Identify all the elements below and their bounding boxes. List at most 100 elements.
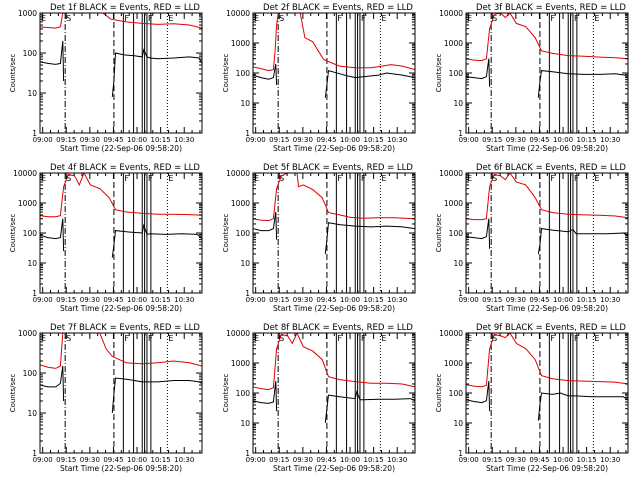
panel-title: Det 7f BLACK = Events, RED = LLD bbox=[50, 323, 200, 333]
y-axis-label: Counts/sec bbox=[222, 214, 230, 253]
x-tick-label: 09:00 bbox=[459, 296, 479, 304]
series-lld-line bbox=[253, 173, 415, 222]
y-tick-label: 10000 bbox=[13, 169, 37, 178]
y-tick-label: 1 bbox=[458, 449, 463, 458]
y-tick-label: 1 bbox=[32, 129, 37, 138]
x-tick-label: 09:30 bbox=[506, 296, 526, 304]
x-tick-label: 09:30 bbox=[293, 136, 313, 144]
x-tick-label: 09:15 bbox=[269, 296, 289, 304]
panel-title: Det 6f BLACK = Events, RED = LLD bbox=[476, 163, 626, 173]
x-tick-label: 09:15 bbox=[482, 296, 502, 304]
x-tick-label: 10:00 bbox=[127, 136, 147, 144]
event-marker-label: S bbox=[492, 174, 497, 183]
detector-panel-7: Det 7f BLACK = Events, RED = LLDESFIFE11… bbox=[0, 320, 213, 480]
series-lld-line bbox=[466, 13, 628, 62]
x-tick-label: 10:30 bbox=[600, 296, 620, 304]
x-tick-label: 10:30 bbox=[387, 136, 407, 144]
event-marker-label: S bbox=[492, 334, 497, 343]
event-marker-label: F bbox=[337, 334, 342, 343]
plot-frame bbox=[252, 332, 416, 454]
x-tick-label: 09:15 bbox=[56, 136, 76, 144]
panel-title: Det 1f BLACK = Events, RED = LLD bbox=[50, 3, 200, 13]
x-tick-label: 09:00 bbox=[459, 136, 479, 144]
x-tick-label: 09:30 bbox=[506, 136, 526, 144]
event-marker-label: F bbox=[337, 174, 342, 183]
event-marker-label: F bbox=[124, 14, 129, 23]
y-axis-label: Counts/sec bbox=[435, 54, 443, 93]
event-marker-label: F bbox=[337, 14, 342, 23]
x-axis-label: Start Time (22-Sep-06 09:58:20) bbox=[486, 464, 608, 473]
x-axis-label: Start Time (22-Sep-06 09:58:20) bbox=[60, 144, 182, 153]
series-lld-line bbox=[40, 333, 202, 369]
event-marker-label: F bbox=[124, 334, 129, 343]
x-tick-label: 10:15 bbox=[151, 296, 171, 304]
x-tick-label: 10:15 bbox=[364, 456, 384, 464]
x-tick-label: 10:30 bbox=[174, 296, 194, 304]
x-tick-label: 09:30 bbox=[293, 296, 313, 304]
y-tick-label: 100 bbox=[449, 229, 464, 238]
y-tick-label: 10000 bbox=[439, 169, 463, 178]
event-marker-label: S bbox=[492, 14, 497, 23]
y-tick-label: 10 bbox=[27, 259, 37, 268]
detector-panel-4: Det 4f BLACK = Events, RED = LLDESFIFE11… bbox=[0, 160, 213, 320]
plot-frame bbox=[465, 172, 629, 294]
event-marker-label: E bbox=[594, 174, 599, 183]
plot-frame bbox=[39, 12, 203, 134]
y-tick-label: 100 bbox=[23, 369, 38, 378]
x-tick-label: 09:15 bbox=[269, 136, 289, 144]
plot-frame bbox=[465, 332, 629, 454]
panel-title: Det 8f BLACK = Events, RED = LLD bbox=[263, 323, 413, 333]
event-marker-label: E bbox=[594, 14, 599, 23]
x-axis-label: Start Time (22-Sep-06 09:58:20) bbox=[60, 464, 182, 473]
event-marker-label: E bbox=[254, 14, 259, 23]
event-marker-label: S bbox=[279, 174, 284, 183]
y-tick-label: 1 bbox=[245, 289, 250, 298]
panel-plot: Det 8f BLACK = Events, RED = LLDESFIFE11… bbox=[222, 323, 416, 473]
y-tick-label: 10 bbox=[453, 259, 463, 268]
x-tick-label: 09:00 bbox=[33, 296, 53, 304]
y-tick-label: 1000 bbox=[231, 39, 250, 48]
x-tick-label: 09:45 bbox=[316, 456, 336, 464]
y-axis-label: Counts/sec bbox=[9, 54, 17, 93]
series-events-line bbox=[253, 211, 415, 255]
x-tick-label: 10:00 bbox=[340, 136, 360, 144]
event-marker-label: E bbox=[254, 174, 259, 183]
series-events-line bbox=[253, 381, 415, 424]
y-tick-label: 1000 bbox=[231, 199, 250, 208]
panel-title: Det 9f BLACK = Events, RED = LLD bbox=[476, 323, 626, 333]
series-events-line bbox=[466, 218, 628, 255]
y-tick-label: 100 bbox=[23, 49, 38, 58]
plot-frame bbox=[465, 12, 629, 134]
event-marker-label: S bbox=[279, 14, 284, 23]
detector-panel-6: Det 6f BLACK = Events, RED = LLDESFIFE11… bbox=[426, 160, 639, 320]
y-tick-label: 10000 bbox=[226, 329, 250, 338]
detector-panel-3: Det 3f BLACK = Events, RED = LLDESFIFE11… bbox=[426, 0, 639, 160]
x-tick-label: 10:30 bbox=[174, 456, 194, 464]
event-marker-label: S bbox=[66, 14, 71, 23]
x-tick-label: 10:00 bbox=[340, 296, 360, 304]
x-tick-label: 10:00 bbox=[553, 456, 573, 464]
x-tick-label: 10:30 bbox=[174, 136, 194, 144]
event-marker-label: E bbox=[168, 14, 173, 23]
x-tick-label: 09:45 bbox=[316, 136, 336, 144]
x-axis-label: Start Time (22-Sep-06 09:58:20) bbox=[273, 144, 395, 153]
plot-frame bbox=[252, 12, 416, 134]
y-tick-label: 1000 bbox=[18, 9, 37, 18]
x-tick-label: 09:45 bbox=[103, 456, 123, 464]
y-tick-label: 1 bbox=[458, 129, 463, 138]
y-tick-label: 1 bbox=[32, 289, 37, 298]
x-tick-label: 09:30 bbox=[506, 456, 526, 464]
x-tick-label: 09:45 bbox=[103, 296, 123, 304]
x-tick-label: 10:00 bbox=[340, 456, 360, 464]
x-tick-label: 10:15 bbox=[364, 136, 384, 144]
x-tick-label: 10:15 bbox=[577, 296, 597, 304]
event-marker-label: E bbox=[381, 174, 386, 183]
x-tick-label: 09:30 bbox=[293, 456, 313, 464]
panel-title: Det 5f BLACK = Events, RED = LLD bbox=[263, 163, 413, 173]
y-tick-label: 10 bbox=[27, 89, 37, 98]
event-marker-label: S bbox=[66, 174, 71, 183]
x-tick-label: 10:30 bbox=[600, 456, 620, 464]
y-tick-label: 10 bbox=[27, 409, 37, 418]
y-axis-label: Counts/sec bbox=[222, 374, 230, 413]
series-lld-line bbox=[40, 173, 202, 218]
